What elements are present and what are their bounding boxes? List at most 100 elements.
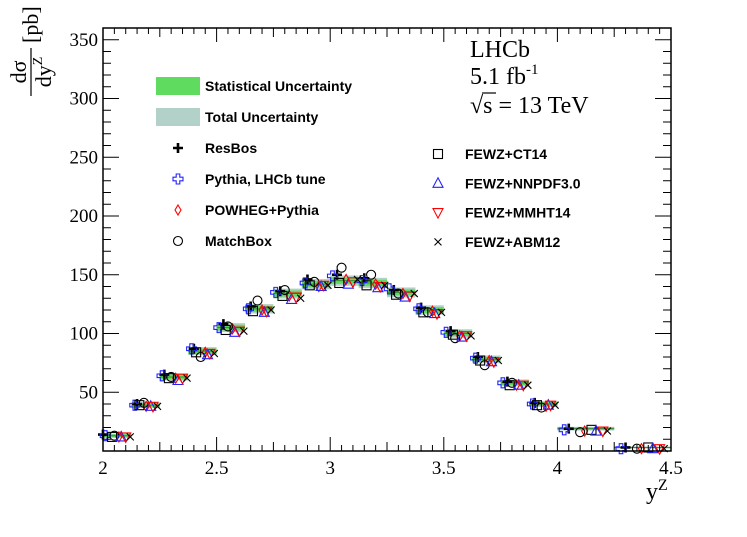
mmht-point-3 (203, 348, 216, 361)
pythia-point-17 (615, 443, 627, 455)
y-tick-label: 100 (70, 324, 99, 345)
x-tick-label: 4.5 (659, 458, 683, 479)
ct14-point-8 (334, 277, 345, 289)
matchbox-point-16 (575, 427, 586, 438)
legend-marker-powheg (174, 203, 182, 217)
matchbox-point-14 (506, 377, 518, 388)
y-axis-label-denominator: dy (31, 65, 56, 87)
abm-point-4 (239, 327, 248, 336)
legend-marker-abm (434, 238, 442, 246)
theory-markers (98, 262, 669, 456)
x-tick-label: 4 (553, 458, 563, 479)
luminosity-label: 5.1 fb-1 (470, 62, 539, 90)
abm-point-6 (296, 294, 305, 303)
svg-text:dyZ: dyZ (31, 57, 56, 88)
matchbox-point-6 (279, 284, 290, 296)
ct14-point-11 (418, 307, 429, 318)
nnpdf-point-0 (115, 430, 128, 442)
legend-entry-resbos: ResBos (173, 140, 257, 156)
legend-marker-total (156, 108, 200, 126)
legend-entry-stat: Statistical Uncertainty (156, 77, 352, 95)
legend-entry-mmht: FEWZ+MMHT14 (432, 205, 571, 221)
legend-label-mmht: FEWZ+MMHT14 (465, 205, 571, 221)
legend-label-stat: Statistical Uncertainty (205, 78, 352, 94)
nnpdf-point-11 (428, 306, 441, 319)
y-axis-label: dσ dyZ [pb] (6, 6, 56, 96)
nnpdf-point-14 (512, 378, 525, 390)
matchbox-point-10 (393, 288, 404, 299)
legend-entry-abm: FEWZ+ABM12 (434, 234, 561, 250)
legend-entry-nnpdf: FEWZ+NNPDF3.0 (432, 175, 581, 191)
legend-entry-ct14: FEWZ+CT14 (432, 146, 547, 162)
pythia-point-3 (186, 343, 198, 355)
x-axis-label: yZ (646, 477, 668, 505)
y-tick-label: 350 (70, 30, 99, 51)
nnpdf-point-5 (258, 305, 271, 317)
ct14-point-1 (134, 400, 145, 411)
abm-point-0 (126, 433, 135, 441)
legend-marker-nnpdf (432, 176, 444, 188)
mmht-point-8 (347, 277, 359, 289)
legend-label-ct14: FEWZ+CT14 (465, 146, 547, 162)
ct14-point-12 (447, 329, 458, 340)
abm-point-11 (437, 308, 446, 317)
abm-point-13 (494, 356, 503, 365)
abm-point-12 (467, 331, 475, 340)
nnpdf-point-13 (485, 355, 498, 367)
abm-point-16 (603, 427, 612, 435)
mmht-point-4 (233, 326, 246, 338)
nnpdf-point-9 (372, 280, 384, 293)
pythia-point-11 (413, 303, 425, 315)
ct14-point-9 (361, 280, 372, 291)
abm-point-9 (380, 281, 389, 290)
mmht-point-12 (460, 331, 473, 343)
nnpdf-point-1 (144, 399, 157, 411)
mmht-point-2 (176, 373, 189, 385)
legend-marker-matchbox (172, 235, 184, 247)
ct14-point-15 (531, 400, 543, 411)
legend-label-abm: FEWZ+ABM12 (465, 234, 561, 250)
y-axis-ticks: 50 100 150 200 250 300 350 (70, 27, 671, 452)
abm-point-2 (183, 374, 191, 383)
abm-point-5 (267, 306, 276, 314)
legend-label-total: Total Uncertainty (205, 109, 319, 125)
nnpdf-point-3 (201, 347, 214, 360)
legend-left: Statistical Uncertainty Total Uncertainty… (156, 77, 352, 249)
matchbox-point-5 (252, 295, 263, 306)
legend-marker-stat (156, 77, 200, 95)
x-tick-label: 2 (98, 458, 108, 479)
ct14-point-5 (247, 306, 259, 317)
mmht-point-14 (517, 380, 530, 392)
y-tick-label: 50 (79, 382, 98, 403)
ct14-point-4 (220, 324, 231, 336)
matchbox-point-9 (366, 269, 377, 280)
ct14-point-7 (304, 280, 315, 291)
legend-entry-pythia: Pythia, LHCb tune (172, 171, 326, 187)
uncertainty-bands (103, 275, 671, 449)
matchbox-point-2 (166, 371, 177, 383)
ct14-point-13 (475, 355, 486, 366)
x-tick-label: 3.5 (432, 458, 456, 479)
matchbox-point-4 (222, 321, 234, 332)
y-tick-label: 250 (70, 147, 99, 168)
y-axis-label-unit: [pb] (18, 6, 43, 43)
mmht-point-7 (317, 280, 330, 293)
x-tick-label: 3 (325, 458, 335, 479)
legend-entry-powheg: POWHEG+Pythia (174, 202, 319, 218)
mmht-point-10 (403, 291, 416, 303)
mmht-point-16 (596, 426, 609, 438)
y-tick-label: 200 (70, 206, 99, 227)
ct14-point-0 (107, 431, 118, 442)
legend-right: FEWZ+CT14 FEWZ+NNPDF3.0 FEWZ+MMHT14 FEWZ+AB… (432, 146, 581, 250)
legend-label-matchbox: MatchBox (205, 233, 272, 249)
nnpdf-point-4 (228, 325, 241, 337)
abm-point-15 (551, 401, 560, 410)
pythia-point-15 (526, 398, 538, 410)
abm-point-10 (410, 289, 419, 298)
y-tick-label: 300 (70, 89, 99, 110)
luminosity-superscript: -1 (526, 62, 539, 78)
legend-label-pythia: Pythia, LHCb tune (205, 171, 326, 187)
mmht-point-6 (290, 292, 303, 304)
legend-marker-ct14 (432, 148, 444, 160)
